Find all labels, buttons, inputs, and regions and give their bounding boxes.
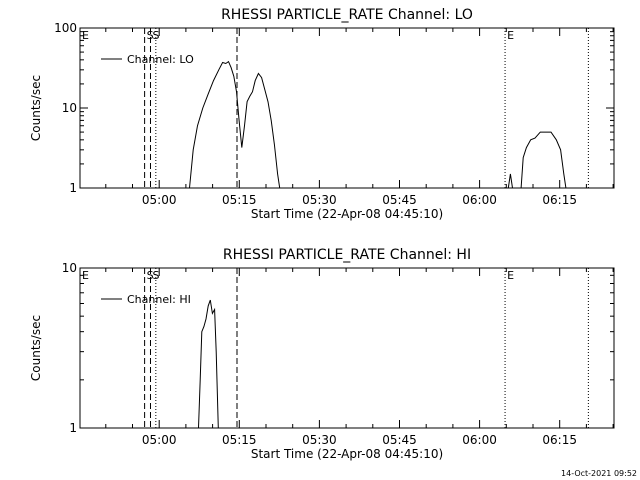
y-axis-label: Counts/sec	[29, 315, 43, 381]
series-line	[507, 173, 513, 189]
y-tick-label: 100	[54, 21, 77, 35]
x-axis-label: Start Time (22-Apr-08 04:45:10)	[251, 207, 443, 221]
y-tick-label: 10	[62, 261, 77, 275]
legend-label: Channel: LO	[127, 53, 194, 66]
x-tick-label: 05:00	[142, 433, 177, 447]
marker-label: S	[147, 29, 154, 42]
plot-frame	[79, 267, 615, 429]
x-tick-label: 06:15	[542, 193, 577, 207]
x-tick-label: 06:00	[462, 433, 497, 447]
hi-channel-panel: RHESSI PARTICLE_RATE Channel: HI 05:00 05:…	[29, 247, 615, 461]
marker-label: S	[152, 29, 159, 42]
marker-label: E	[507, 269, 514, 282]
series-line	[198, 299, 219, 429]
y-axis-label: Counts/sec	[29, 75, 43, 141]
marker-label: E	[82, 29, 89, 42]
marker-label: S	[147, 269, 154, 282]
x-tick-label: 05:15	[222, 433, 257, 447]
x-tick-label: 05:45	[382, 193, 417, 207]
plot-frame	[79, 27, 615, 189]
x-tick-label: 06:00	[462, 193, 497, 207]
chart-title: RHESSI PARTICLE_RATE Channel: HI	[223, 247, 471, 263]
y-tick-label: 1	[69, 181, 77, 195]
marker-label: E	[507, 29, 514, 42]
series-line	[520, 131, 567, 189]
x-tick-label: 05:00	[142, 193, 177, 207]
chart-title: RHESSI PARTICLE_RATE Channel: LO	[221, 7, 473, 23]
x-tick-label: 05:15	[222, 193, 257, 207]
x-axis-label: Start Time (22-Apr-08 04:45:10)	[251, 447, 443, 461]
marker-label: E	[82, 269, 89, 282]
y-tick-label: 1	[69, 421, 77, 435]
lo-channel-panel: RHESSI PARTICLE_RATE Channel: LO 05:00 05:…	[29, 7, 615, 221]
legend-label: Channel: HI	[127, 293, 191, 306]
x-tick-label: 05:45	[382, 433, 417, 447]
x-tick-label: 05:30	[302, 193, 337, 207]
marker-label: S	[152, 269, 159, 282]
y-tick-label: 10	[62, 101, 77, 115]
x-tick-label: 06:15	[542, 433, 577, 447]
timestamp-label: 14-Oct-2021 09:52	[561, 469, 637, 478]
x-tick-label: 05:30	[302, 433, 337, 447]
series-line	[189, 60, 281, 189]
